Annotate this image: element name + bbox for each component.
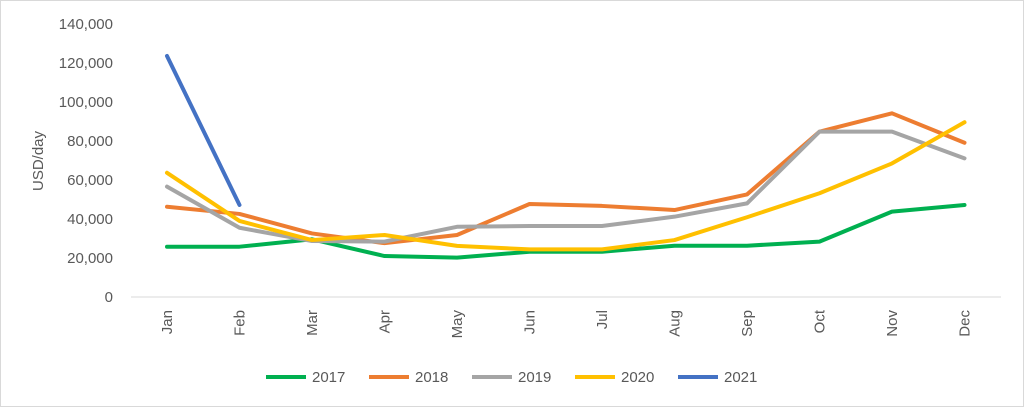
x-tick-label: Sep xyxy=(739,310,756,337)
legend-label: 2020 xyxy=(621,369,654,386)
y-tick-label: 120,000 xyxy=(59,55,113,72)
x-tick-label: Jan xyxy=(159,310,176,334)
series-line-2018 xyxy=(165,111,967,246)
y-tick-label: 60,000 xyxy=(67,172,113,189)
x-tick-label: Dec xyxy=(957,310,974,337)
series-line-2021 xyxy=(165,53,242,207)
legend-label: 2019 xyxy=(518,369,551,386)
series-line-2020 xyxy=(165,120,967,252)
legend-label: 2017 xyxy=(312,369,345,386)
y-tick-label: 40,000 xyxy=(67,211,113,228)
x-tick-label: Aug xyxy=(667,310,684,337)
legend-label: 2018 xyxy=(415,369,448,386)
x-tick-label: Jun xyxy=(522,310,539,334)
y-tick-label: 0 xyxy=(105,289,113,306)
y-tick-label: 100,000 xyxy=(59,94,113,111)
x-tick-label: May xyxy=(449,310,466,339)
y-tick-label: 20,000 xyxy=(67,250,113,267)
x-tick-label: Nov xyxy=(884,310,901,337)
y-tick-label: 140,000 xyxy=(59,16,113,33)
y-tick-label: 80,000 xyxy=(67,133,113,150)
x-tick-label: Oct xyxy=(812,309,829,333)
x-tick-label: Apr xyxy=(377,310,394,333)
legend-label: 2021 xyxy=(724,369,757,386)
x-tick-label: Mar xyxy=(304,310,321,336)
x-tick-label: Jul xyxy=(594,310,611,329)
y-axis-label: USD/day xyxy=(30,130,47,191)
x-tick-label: Feb xyxy=(232,310,249,336)
